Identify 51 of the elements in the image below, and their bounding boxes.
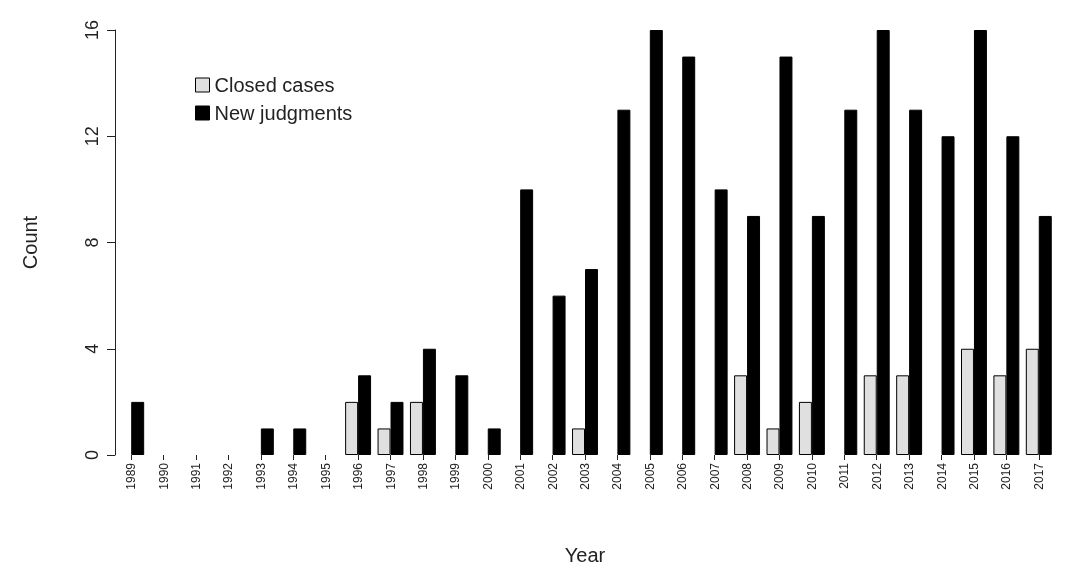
x-tick-label: 2012 [869, 462, 884, 490]
bar [293, 428, 307, 455]
bar [552, 295, 566, 455]
bar [941, 136, 955, 455]
y-tick-label: 16 [82, 19, 102, 41]
x-tick-label: 2006 [675, 462, 690, 490]
bar [131, 401, 145, 455]
bar [682, 56, 696, 455]
x-tick-label: 2017 [1031, 462, 1046, 490]
x-tick-label: 1999 [448, 462, 463, 490]
x-tick-label: 1997 [383, 462, 398, 490]
bar [520, 189, 534, 455]
x-tick-label: 1989 [124, 462, 139, 490]
x-tick-label: 2013 [902, 462, 917, 490]
x-tick-label: 1991 [189, 462, 204, 490]
x-tick-label: 1995 [318, 462, 333, 490]
bar [455, 375, 469, 455]
x-tick-label: 2008 [740, 462, 755, 490]
bar [487, 428, 501, 455]
x-tick-label: 2001 [513, 462, 528, 490]
x-tick-label: 1992 [221, 462, 236, 490]
x-tick-label: 2007 [707, 462, 722, 490]
bar [844, 109, 858, 455]
x-tick-label: 1994 [286, 462, 301, 490]
x-tick-label: 2004 [610, 462, 625, 490]
y-axis-title: Count [19, 215, 41, 270]
y-tick-label: 8 [82, 237, 102, 248]
x-tick-label: 2015 [966, 462, 981, 490]
x-axis-title: Year [564, 544, 606, 566]
x-tick-label: 1996 [351, 462, 366, 490]
bar [260, 428, 274, 455]
x-tick-label: 2002 [545, 462, 560, 490]
x-tick-label: 2000 [480, 462, 495, 490]
x-tick-label: 1993 [253, 462, 268, 490]
legend-label: New judgments [214, 102, 353, 124]
x-tick-label: 2005 [642, 462, 657, 490]
x-tick-label: 2014 [934, 462, 949, 490]
y-tick-label: 12 [82, 126, 102, 147]
bar [714, 189, 728, 455]
bar [617, 109, 631, 455]
y-tick-label: 4 [82, 343, 102, 354]
x-tick-label: 2009 [772, 462, 787, 490]
x-tick-label: 2016 [999, 462, 1014, 490]
x-tick-label: 2011 [837, 462, 852, 489]
x-tick-label: 2010 [804, 462, 819, 490]
x-tick-label: 2003 [578, 462, 592, 490]
x-tick-label: 1990 [156, 462, 171, 490]
y-tick-label: 0 [82, 449, 102, 461]
bar [649, 30, 663, 455]
x-tick-label: 1998 [415, 462, 430, 490]
legend-label: Closed cases [214, 74, 335, 96]
